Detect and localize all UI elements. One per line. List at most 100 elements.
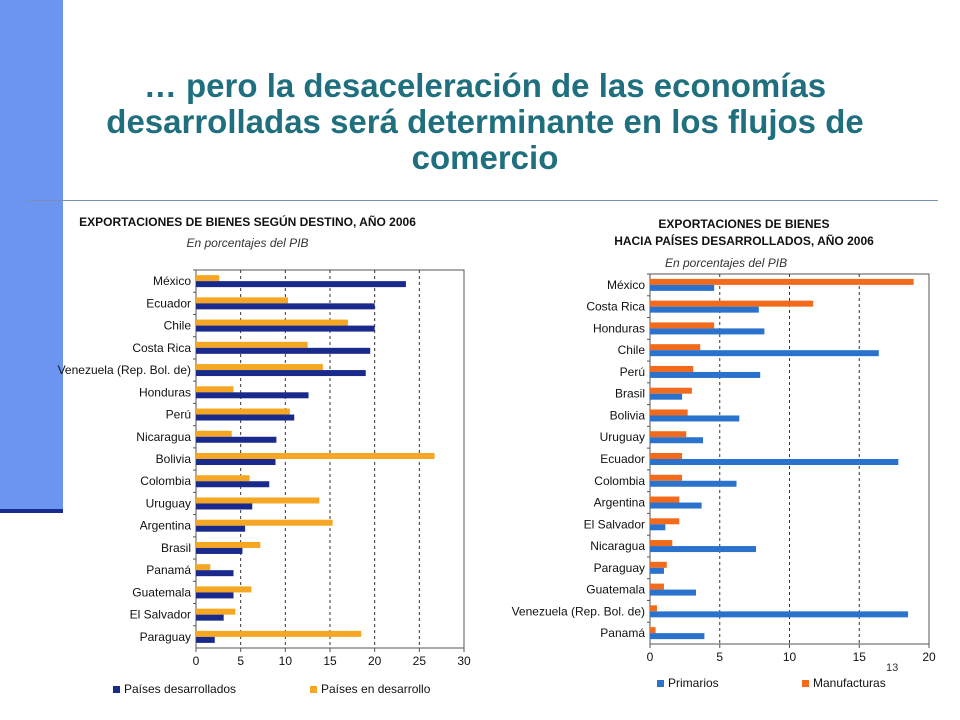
chart2-bar-primarios-venezuela-rep-bol-de — [650, 611, 909, 618]
title-divider — [28, 200, 938, 201]
chart1-x-tick-label: 10 — [279, 654, 293, 668]
chart2-title: EXPORTACIONES DE BIENES — [658, 217, 830, 231]
chart1-legend-label-paises-en-desarrollo: Países en desarrollo — [321, 682, 431, 696]
chart1-category-label-nicaragua: Nicaragua — [136, 430, 191, 444]
chart2-bar-primarios-costa-rica — [650, 306, 759, 313]
chart1-bar-paises-desarrollados-peru — [196, 414, 295, 421]
chart2-bar-manufacturas-brasil — [650, 387, 692, 394]
chart1-bar-paises-desarrollados-panama — [196, 570, 234, 577]
chart1-bar-paises-desarrollados-el-salvador — [196, 614, 224, 621]
chart1-bar-paises-desarrollados-chile — [196, 325, 375, 332]
chart2-bar-manufacturas-mexico — [650, 278, 914, 285]
chart1-bar-paises-en-desarrollo-panama — [196, 564, 211, 571]
chart2-x-tick-label: 10 — [783, 650, 797, 664]
chart2-bar-manufacturas-ecuador — [650, 453, 683, 459]
chart1-bar-paises-en-desarrollo-peru — [196, 408, 290, 415]
chart2-bar-manufacturas-nicaragua — [650, 540, 673, 547]
chart1-title: EXPORTACIONES DE BIENES SEGÚN DESTINO, A… — [79, 215, 416, 229]
chart2-bar-primarios-chile — [650, 350, 879, 357]
chart1-bar-paises-en-desarrollo-el-salvador — [196, 608, 236, 615]
chart2-category-label-costa-rica: Costa Rica — [586, 300, 645, 314]
chart1-bar-paises-desarrollados-costa-rica — [196, 347, 371, 354]
chart1-legend-swatch-paises-desarrollados — [113, 686, 120, 693]
chart1-x-tick-label: 15 — [323, 654, 337, 668]
chart2-category-label-panama: Panamá — [600, 626, 645, 640]
chart1-x-tick-label: 20 — [368, 654, 382, 668]
chart1-bar-paises-desarrollados-uruguay — [196, 503, 253, 510]
chart1-bar-paises-desarrollados-brasil — [196, 547, 243, 554]
chart2-bar-primarios-uruguay — [650, 437, 704, 444]
chart2-category-label-mexico: México — [607, 278, 645, 292]
chart1-category-label-uruguay: Uruguay — [146, 496, 191, 510]
chart2-category-label-venezuela-rep-bol-de: Venezuela (Rep. Bol. de) — [512, 604, 645, 618]
chart2-bar-primarios-argentina — [650, 502, 702, 509]
chart1-bar-paises-en-desarrollo-colombia — [196, 475, 250, 482]
chart2-category-label-argentina: Argentina — [594, 496, 646, 510]
chart1-bar-paises-desarrollados-honduras — [196, 392, 309, 399]
chart2-bar-primarios-peru — [650, 371, 761, 378]
chart1-category-label-peru: Perú — [166, 408, 191, 422]
chart1-bar-paises-en-desarrollo-ecuador — [196, 297, 289, 304]
chart1-category-label-chile: Chile — [164, 319, 192, 333]
chart2-legend-swatch-primarios — [657, 680, 664, 687]
chart2-legend-label-primarios: Primarios — [668, 676, 719, 690]
chart1-x-tick-label: 25 — [413, 654, 427, 668]
chart2-bar-primarios-panama — [650, 633, 705, 640]
chart2-x-tick-label: 5 — [716, 650, 723, 664]
chart1-bar-paises-desarrollados-paraguay — [196, 636, 215, 643]
chart2-bar-manufacturas-venezuela-rep-bol-de — [650, 605, 657, 612]
chart2-bar-primarios-brasil — [650, 393, 683, 400]
chart1-category-label-argentina: Argentina — [140, 519, 192, 533]
chart1-bar-paises-en-desarrollo-nicaragua — [196, 430, 232, 437]
chart1-category-label-el-salvador: El Salvador — [130, 608, 191, 622]
chart1-bar-paises-desarrollados-nicaragua — [196, 436, 277, 443]
chart2-bar-manufacturas-peru — [650, 365, 694, 372]
chart1-subtitle: En porcentajes del PIB — [186, 236, 309, 250]
chart2-developed-exports: 0 5 10 15 20 México Costa Rica Honduras Chile Per… — [512, 273, 936, 690]
chart2-bar-primarios-guatemala — [650, 589, 697, 596]
chart2-bar-primarios-colombia — [650, 480, 737, 487]
chart2-bar-primarios-paraguay — [650, 567, 664, 574]
chart1-bar-paises-en-desarrollo-costa-rica — [196, 341, 308, 348]
chart1-category-label-brasil: Brasil — [161, 541, 191, 555]
chart1-x-tick-label: 30 — [457, 654, 471, 668]
chart2-bar-primarios-el-salvador — [650, 524, 666, 531]
chart2-category-label-nicaragua: Nicaragua — [590, 539, 645, 553]
chart2-bar-manufacturas-argentina — [650, 496, 680, 503]
chart2-category-label-brasil: Brasil — [615, 387, 645, 401]
chart1-bar-paises-desarrollados-guatemala — [196, 592, 234, 599]
chart1-bar-paises-en-desarrollo-chile — [196, 319, 348, 326]
chart2-bar-manufacturas-uruguay — [650, 431, 687, 438]
chart1-category-label-colombia: Colombia — [140, 474, 191, 488]
chart1-destination-exports: 0 5 10 15 20 25 30 México Ecuador Chile Costa Rica… — [58, 269, 471, 696]
chart1-x-tick-label: 5 — [237, 654, 244, 668]
chart1-bar-paises-en-desarrollo-guatemala — [196, 586, 252, 593]
chart2-bar-manufacturas-chile — [650, 344, 701, 351]
chart1-x-tick-label: 0 — [193, 654, 200, 668]
chart1-category-label-guatemala: Guatemala — [132, 585, 191, 599]
chart2-category-label-honduras: Honduras — [593, 321, 645, 335]
chart2-subtitle: En porcentajes del PIB — [665, 256, 788, 270]
chart2-category-label-bolivia: Bolivia — [610, 408, 646, 422]
chart2-category-label-colombia: Colombia — [594, 474, 645, 488]
chart2-legend-swatch-manufacturas — [802, 680, 809, 687]
chart1-bar-paises-en-desarrollo-mexico — [196, 275, 220, 282]
chart2-bar-manufacturas-colombia — [650, 474, 683, 481]
chart2-x-tick-label: 20 — [922, 650, 936, 664]
chart1-bar-paises-en-desarrollo-argentina — [196, 519, 333, 526]
chart2-category-label-guatemala: Guatemala — [586, 583, 645, 597]
chart1-bar-paises-desarrollados-colombia — [196, 481, 270, 488]
chart1-category-label-bolivia: Bolivia — [156, 452, 192, 466]
chart1-category-label-honduras: Honduras — [139, 385, 191, 399]
chart1-category-label-paraguay: Paraguay — [140, 630, 191, 644]
chart2-category-label-ecuador: Ecuador — [600, 452, 645, 466]
chart2-bar-manufacturas-honduras — [650, 322, 715, 329]
chart1-legend-swatch-paises-en-desarrollo — [310, 686, 317, 693]
chart1-category-label-ecuador: Ecuador — [146, 296, 191, 310]
chart1-bar-paises-en-desarrollo-venezuela-rep-bol-de — [196, 364, 323, 371]
chart1-bar-paises-desarrollados-argentina — [196, 525, 246, 532]
chart1-bar-paises-en-desarrollo-bolivia — [196, 453, 435, 459]
chart1-category-label-venezuela-rep-bol-de: Venezuela (Rep. Bol. de) — [58, 363, 191, 377]
chart2-title-line2: HACIA PAÍSES DESARROLLADOS, AÑO 2006 — [614, 234, 874, 248]
slide-title: … pero la desaceleración de las economía… — [106, 67, 864, 176]
